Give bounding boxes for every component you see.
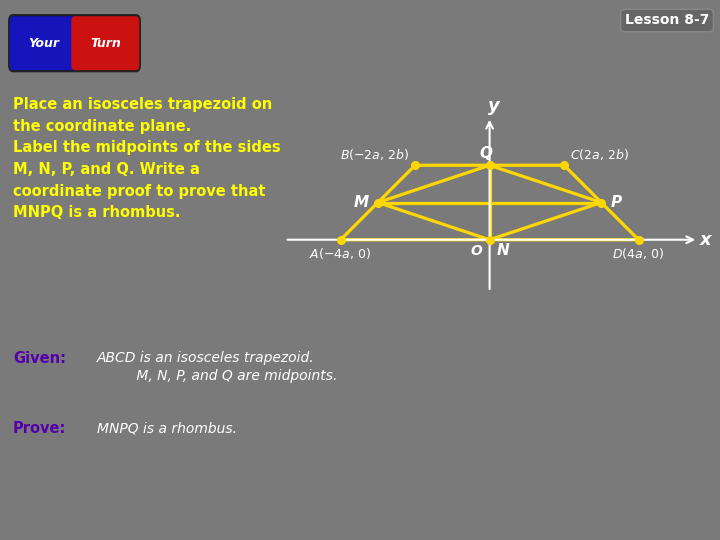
Text: Place an isosceles trapezoid on
the coordinate plane.
Label the midpoints of the: Place an isosceles trapezoid on the coor… [13, 97, 281, 220]
Text: $D(4a,\,0)$: $D(4a,\,0)$ [613, 246, 665, 261]
Text: Lesson 8-7: Lesson 8-7 [625, 14, 709, 28]
Text: N: N [496, 244, 509, 259]
Text: Prove:: Prove: [13, 421, 66, 436]
Text: $C(2a,\,2b)$: $C(2a,\,2b)$ [570, 146, 629, 161]
Text: Given:: Given: [13, 351, 66, 366]
Text: P: P [611, 195, 622, 210]
Text: Q: Q [480, 146, 492, 161]
Text: $A(-4a,\,0)$: $A(-4a,\,0)$ [310, 246, 372, 261]
FancyBboxPatch shape [9, 16, 78, 70]
Text: MNPQ is a rhombus.: MNPQ is a rhombus. [97, 421, 237, 435]
FancyBboxPatch shape [71, 16, 140, 70]
Text: $B(-2a,\,2b)$: $B(-2a,\,2b)$ [340, 146, 410, 161]
Text: y: y [488, 97, 500, 115]
Text: M: M [354, 195, 369, 210]
FancyBboxPatch shape [9, 15, 140, 71]
Text: O: O [470, 244, 482, 258]
Text: ABCD is an isosceles trapezoid.
         M, N, P, and Q are midpoints.: ABCD is an isosceles trapezoid. M, N, P,… [97, 351, 338, 383]
Text: Turn: Turn [90, 37, 121, 50]
Text: Your: Your [28, 37, 59, 50]
Text: x: x [700, 231, 711, 249]
